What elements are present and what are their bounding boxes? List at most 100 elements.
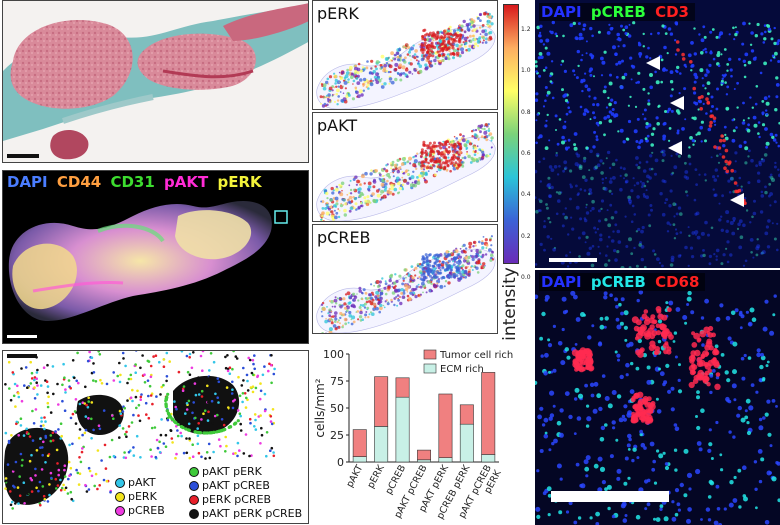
colorbar-ticks: 1.2 1.0 0.8 0.6 0.4 0.2 0.0 (519, 4, 535, 281)
channel-label-pcreb: pCREB (590, 3, 646, 21)
colorbar-tick-label: 0.8 (521, 108, 531, 116)
legend-label: pCREB (128, 504, 165, 517)
legend-label: pAKT pERK pCREB (202, 507, 303, 520)
colorbar-tick-label: 0.0 (521, 274, 531, 281)
channel-label-pakt: pAKT (164, 173, 209, 191)
legend-marker (115, 492, 125, 502)
legend-label: pAKT pCREB (202, 479, 270, 492)
cd68-image (535, 290, 780, 525)
colorbar-tick-label: 0.4 (521, 191, 531, 199)
scale-bar (7, 154, 39, 158)
legend-entry: pCREB (115, 504, 165, 518)
histology-stain-image (3, 3, 308, 160)
chart-legend-label: Tumor cell rich (439, 350, 513, 361)
legend-label: pAKT (128, 476, 156, 489)
channel-label-pcreb: pCREB (590, 273, 646, 291)
colorbar-tick-label: 0.6 (521, 150, 531, 157)
legend-marker (189, 467, 199, 477)
channel-label-cd3: CD3 (655, 3, 689, 21)
bar-ecm-rich (481, 454, 496, 463)
legend-entry: pAKT pERK (189, 465, 302, 479)
legend-entry: pERK (115, 490, 165, 504)
bar-ecm-rich (374, 426, 389, 463)
heatmap-pakt-image (316, 123, 496, 221)
multiplex-channel-labels: DAPI CD44 CD31 pAKT pERK (7, 173, 266, 191)
channel-label-dapi: DAPI (7, 173, 48, 191)
x-tick-label: pAKT (344, 463, 365, 489)
channel-label-dapi: DAPI (541, 273, 582, 291)
scale-bar (551, 491, 669, 502)
cluster-legend-col2: pAKT pERK pAKT pCREB pERK pCREB pAKT pERK p… (189, 465, 302, 521)
channel-label-dapi: DAPI (541, 3, 582, 21)
legend-marker (189, 495, 199, 505)
colorbar-gradient (503, 4, 519, 264)
bar-tumor-cell-rich (374, 376, 389, 427)
heatmap-perk-image (316, 11, 496, 109)
y-axis-label: cells/mm² (313, 378, 327, 437)
arrowhead-icon (670, 96, 684, 110)
chart-legend-swatch (423, 349, 437, 360)
cluster-map-image (3, 351, 276, 510)
bar-ecm-rich (459, 423, 474, 463)
cd68-panel: DAPI pCREB CD68 (535, 270, 780, 525)
legend-label: pERK (128, 490, 157, 503)
x-tick-label: pERK (365, 463, 387, 491)
colorbar-label: intensity (500, 267, 520, 341)
legend-entry: pERK pCREB (189, 493, 302, 507)
y-tick-label: 25 (330, 429, 344, 442)
heatmap-perk-panel: pERK (312, 0, 498, 110)
cluster-legend-col1: pAKT pERK pCREB (115, 476, 165, 518)
legend-label: pERK pCREB (202, 493, 272, 506)
bar-tumor-cell-rich (352, 429, 367, 457)
legend-entry: pAKT pERK pCREB (189, 507, 302, 521)
bar-tumor-cell-rich (438, 393, 453, 459)
bar-ecm-rich (352, 456, 367, 463)
bar-tumor-cell-rich (395, 377, 410, 398)
heatmap-label-perk: pERK (317, 4, 359, 23)
cluster-map-panel: pAKT pERK pCREB pAKT pERK pAKT pCREB pERK pC… (2, 350, 309, 524)
legend-marker (115, 506, 125, 516)
legend-entry: pAKT (115, 476, 165, 490)
y-tick-label: 75 (330, 375, 344, 388)
legend-entry: pAKT pCREB (189, 479, 302, 493)
cd3-image (535, 20, 780, 268)
histology-stain-panel (2, 0, 309, 163)
cd3-channel-labels: DAPI pCREB CD3 (539, 3, 695, 21)
channel-label-perk: pERK (217, 173, 262, 191)
multiplex-image (8, 201, 288, 321)
heatmap-label-pakt: pAKT (317, 116, 358, 135)
bar-ecm-rich (417, 459, 432, 463)
cluster-legend: pAKT pERK pCREB pAKT pERK pAKT pCREB pERK pC… (115, 465, 308, 523)
colorbar-tick-label: 1.2 (521, 26, 531, 33)
heatmap-pcreb-panel: pCREB (312, 224, 498, 334)
chart-legend-swatch (423, 363, 437, 374)
cd3-panel: DAPI pCREB CD3 (535, 0, 780, 268)
channel-label-cd31: CD31 (110, 173, 155, 191)
legend-marker (189, 481, 199, 491)
arrowhead-icon (668, 141, 682, 155)
cd68-channel-labels: DAPI pCREB CD68 (539, 273, 706, 291)
y-tick-label: 0 (337, 456, 344, 469)
bar-ecm-rich (438, 457, 453, 463)
arrowhead-icon (730, 193, 744, 207)
y-tick-label: 50 (330, 402, 344, 415)
scale-bar (549, 258, 597, 262)
bar-tumor-cell-rich (459, 404, 474, 425)
colorbar-tick-label: 1.0 (521, 67, 531, 75)
multiplex-panel: DAPI CD44 CD31 pAKT pERK (2, 170, 309, 344)
y-tick-label: 100 (323, 348, 344, 361)
heatmap-pakt-panel: pAKT (312, 112, 498, 222)
legend-marker (189, 509, 199, 519)
bar-tumor-cell-rich (481, 372, 496, 455)
heatmap-label-pcreb: pCREB (317, 228, 371, 247)
channel-label-cd44: CD44 (56, 173, 102, 191)
heatmap-pcreb-image (316, 235, 496, 333)
scale-bar (7, 354, 37, 358)
channel-label-cd68: CD68 (655, 273, 700, 291)
bar-tumor-cell-rich (417, 449, 432, 461)
bar-chart-panel: 0 25 50 75 100 cells/mm² pAKT pERK pCREB pAKT pCR… (312, 344, 526, 524)
scale-bar (7, 335, 37, 338)
legend-marker (115, 478, 125, 488)
bar-ecm-rich (395, 396, 410, 463)
